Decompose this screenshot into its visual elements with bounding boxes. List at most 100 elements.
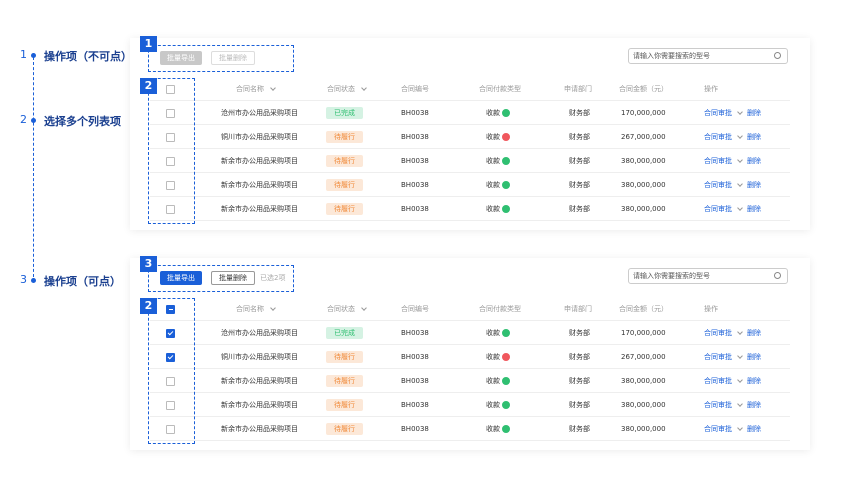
row-checkbox[interactable]: [166, 425, 175, 434]
table-panel: 批量导出 批量删除 已选2项 请输入你需要搜索的型号 合同名称 合同状态 合同编号 合同付款类…: [130, 258, 810, 450]
delete-link[interactable]: 删除: [747, 353, 761, 361]
annotation-dot: [31, 118, 36, 123]
connector-line: [33, 57, 34, 282]
callout-number: 1: [140, 36, 157, 52]
approve-link[interactable]: 合同审批: [704, 109, 732, 117]
status-tag: 已完成: [326, 107, 363, 119]
department: 财务部: [569, 205, 590, 213]
search-placeholder[interactable]: 请输入你需要搜索的型号: [633, 52, 710, 60]
project-name: 新余市办公用品采购项目: [221, 425, 298, 433]
delete-link[interactable]: 删除: [747, 133, 761, 141]
project-name: 铜川市办公用品采购项目: [221, 353, 298, 361]
annotation-number: 3: [20, 273, 27, 286]
callout-box: [148, 78, 195, 224]
more-chevron[interactable]: [737, 157, 743, 163]
more-chevron[interactable]: [737, 205, 743, 211]
delete-link[interactable]: 删除: [747, 205, 761, 213]
delete-link[interactable]: 删除: [747, 377, 761, 385]
delete-link[interactable]: 删除: [747, 109, 761, 117]
more-chevron[interactable]: [737, 329, 743, 335]
sort-chevron[interactable]: [270, 85, 276, 91]
more-chevron[interactable]: [737, 377, 743, 383]
search-box[interactable]: 请输入你需要搜索的型号: [628, 268, 788, 284]
approve-link[interactable]: 合同审批: [704, 157, 732, 165]
annotation-number: 2: [20, 113, 27, 126]
toolbar-button[interactable]: 批量导出: [160, 271, 202, 285]
payment-type: 收款: [486, 181, 500, 189]
selected-count: 已选2项: [260, 274, 286, 282]
status-tag: 待履行: [326, 423, 363, 435]
approve-link[interactable]: 合同审批: [704, 329, 732, 337]
contract-code: BH0038: [401, 401, 429, 409]
row-checkbox[interactable]: [166, 157, 175, 166]
trend-icon: [502, 157, 510, 165]
delete-link[interactable]: 删除: [747, 181, 761, 189]
row-checkbox[interactable]: [166, 109, 175, 118]
header-checkbox[interactable]: [166, 85, 175, 94]
more-chevron[interactable]: [737, 181, 743, 187]
toolbar-button[interactable]: 批量删除: [211, 271, 255, 285]
sort-chevron[interactable]: [270, 305, 276, 311]
contract-code: BH0038: [401, 109, 429, 117]
row-checkbox[interactable]: [166, 205, 175, 214]
trend-icon: [502, 329, 510, 337]
approve-link[interactable]: 合同审批: [704, 425, 732, 433]
amount: 380,000,000: [621, 377, 666, 385]
row-checkbox[interactable]: [166, 181, 175, 190]
delete-link[interactable]: 删除: [747, 157, 761, 165]
more-chevron[interactable]: [737, 109, 743, 115]
approve-link[interactable]: 合同审批: [704, 133, 732, 141]
column-header: 合同状态: [327, 85, 355, 93]
search-box[interactable]: 请输入你需要搜索的型号: [628, 48, 788, 64]
trend-icon: [502, 425, 510, 433]
payment-type: 收款: [486, 329, 500, 337]
delete-link[interactable]: 删除: [747, 425, 761, 433]
row-checkbox[interactable]: [166, 401, 175, 410]
row-checkbox[interactable]: [166, 329, 175, 338]
callout-box: [148, 298, 195, 444]
approve-link[interactable]: 合同审批: [704, 401, 732, 409]
column-header: 合同金额（元）: [619, 305, 668, 313]
sort-chevron[interactable]: [361, 85, 367, 91]
trend-icon: [502, 353, 510, 361]
more-chevron[interactable]: [737, 425, 743, 431]
department: 财务部: [569, 425, 590, 433]
project-name: 新余市办公用品采购项目: [221, 157, 298, 165]
delete-link[interactable]: 删除: [747, 329, 761, 337]
payment-type: 收款: [486, 109, 500, 117]
approve-link[interactable]: 合同审批: [704, 377, 732, 385]
delete-link[interactable]: 删除: [747, 401, 761, 409]
project-name: 新余市办公用品采购项目: [221, 377, 298, 385]
row-divider: [150, 148, 790, 149]
project-name: 新余市办公用品采购项目: [221, 181, 298, 189]
payment-type: 收款: [486, 377, 500, 385]
column-header: 合同名称: [236, 305, 264, 313]
amount: 380,000,000: [621, 401, 666, 409]
approve-link[interactable]: 合同审批: [704, 181, 732, 189]
project-name: 新余市办公用品采购项目: [221, 205, 298, 213]
project-name: 沧州市办公用品采购项目: [221, 329, 298, 337]
header-checkbox[interactable]: [166, 305, 175, 314]
search-placeholder[interactable]: 请输入你需要搜索的型号: [633, 272, 710, 280]
more-chevron[interactable]: [737, 401, 743, 407]
more-chevron[interactable]: [737, 353, 743, 359]
department: 财务部: [569, 377, 590, 385]
sort-chevron[interactable]: [361, 305, 367, 311]
toolbar-button: 批量删除: [211, 51, 255, 65]
department: 财务部: [569, 181, 590, 189]
approve-link[interactable]: 合同审批: [704, 353, 732, 361]
project-name: 沧州市办公用品采购项目: [221, 109, 298, 117]
payment-type: 收款: [486, 205, 500, 213]
department: 财务部: [569, 157, 590, 165]
department: 财务部: [569, 401, 590, 409]
callout-number: 2: [140, 78, 157, 94]
row-checkbox[interactable]: [166, 133, 175, 142]
row-checkbox[interactable]: [166, 353, 175, 362]
more-chevron[interactable]: [737, 133, 743, 139]
payment-type: 收款: [486, 425, 500, 433]
row-checkbox[interactable]: [166, 377, 175, 386]
column-header: 合同编号: [401, 305, 429, 313]
callout-box: [148, 265, 294, 292]
amount: 380,000,000: [621, 205, 666, 213]
approve-link[interactable]: 合同审批: [704, 205, 732, 213]
